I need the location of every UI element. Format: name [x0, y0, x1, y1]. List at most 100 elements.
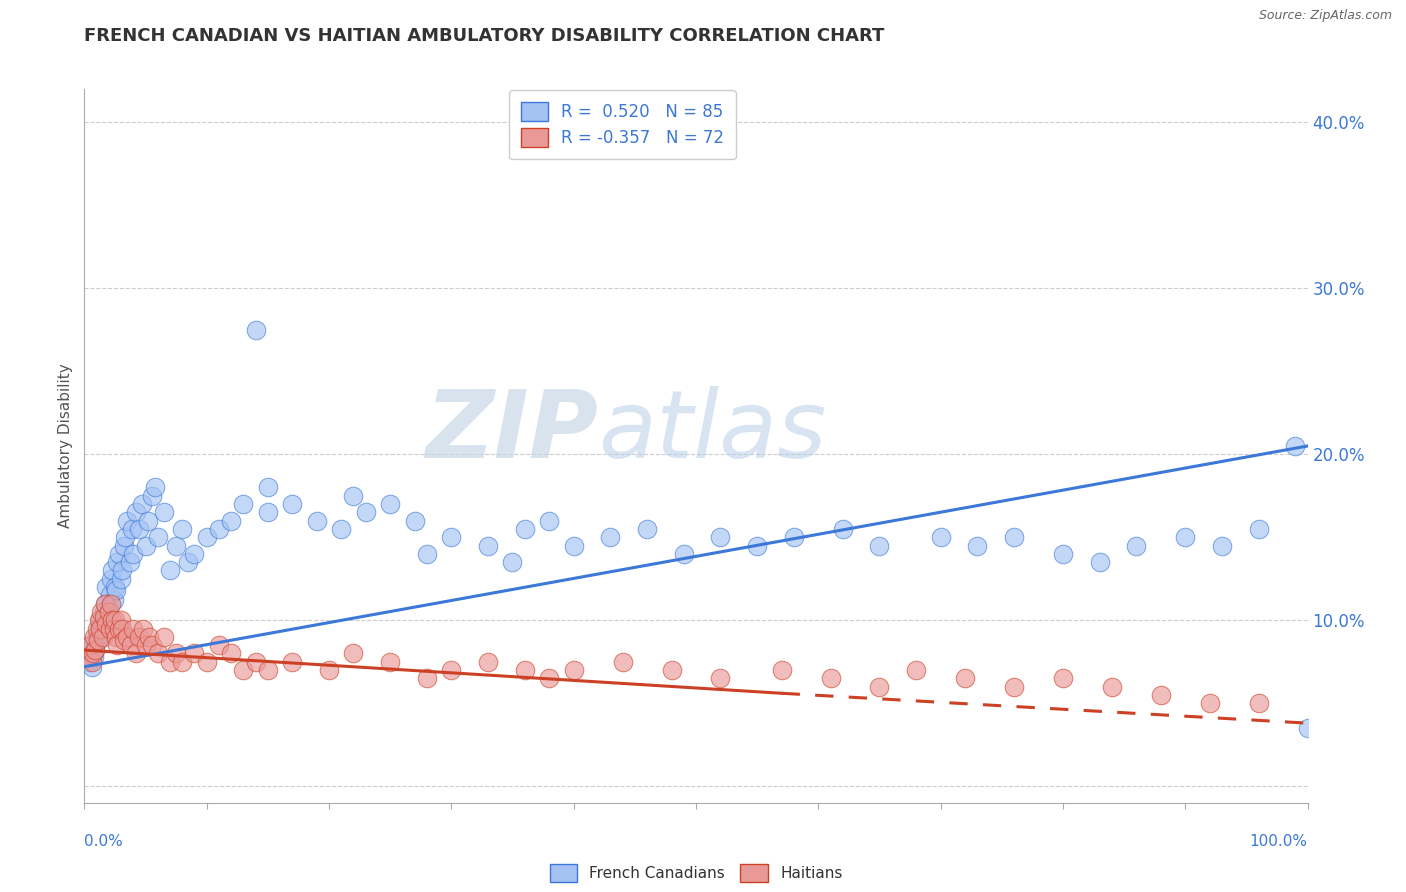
Point: [661, 663, 683, 677]
Point: [138, 630, 160, 644]
Point: [636, 522, 658, 536]
Point: [83, 630, 105, 644]
Point: [79, 638, 101, 652]
Point: [82, 638, 104, 652]
Point: [770, 663, 793, 677]
Point: [562, 663, 585, 677]
Point: [354, 505, 377, 519]
Text: FRENCH CANADIAN VS HAITIAN AMBULATORY DISABILITY CORRELATION CHART: FRENCH CANADIAN VS HAITIAN AMBULATORY DI…: [84, 27, 884, 45]
Point: [146, 530, 169, 544]
Point: [172, 522, 194, 536]
Point: [538, 671, 561, 685]
Point: [929, 530, 952, 544]
Point: [90, 605, 112, 619]
Point: [599, 530, 621, 544]
Point: [97, 605, 120, 619]
Point: [96, 580, 118, 594]
Point: [153, 505, 176, 519]
Point: [128, 630, 150, 644]
Point: [112, 539, 135, 553]
Point: [1247, 522, 1270, 536]
Point: [709, 671, 731, 685]
Point: [107, 622, 129, 636]
Point: [86, 630, 108, 644]
Point: [219, 514, 242, 528]
Point: [141, 489, 163, 503]
Point: [118, 555, 141, 569]
Point: [831, 522, 853, 536]
Point: [440, 530, 463, 544]
Point: [342, 489, 364, 503]
Point: [159, 564, 181, 578]
Point: [80, 655, 103, 669]
Text: 100.0%: 100.0%: [1250, 834, 1308, 849]
Point: [404, 514, 426, 528]
Point: [79, 647, 101, 661]
Point: [1101, 680, 1123, 694]
Point: [477, 539, 499, 553]
Point: [501, 555, 523, 569]
Point: [143, 481, 166, 495]
Point: [110, 613, 132, 627]
Text: atlas: atlas: [598, 386, 827, 477]
Point: [165, 539, 187, 553]
Point: [100, 572, 122, 586]
Point: [136, 514, 159, 528]
Point: [440, 663, 463, 677]
Point: [83, 649, 105, 664]
Point: [77, 655, 100, 669]
Point: [135, 638, 157, 652]
Point: [342, 647, 364, 661]
Point: [232, 497, 254, 511]
Point: [128, 522, 150, 536]
Point: [219, 647, 242, 661]
Point: [905, 663, 928, 677]
Point: [562, 539, 585, 553]
Point: [122, 547, 145, 561]
Point: [538, 514, 561, 528]
Point: [869, 539, 891, 553]
Point: [105, 583, 128, 598]
Point: [100, 597, 122, 611]
Point: [104, 580, 127, 594]
Point: [101, 613, 124, 627]
Point: [87, 622, 110, 636]
Point: [820, 671, 842, 685]
Point: [416, 547, 439, 561]
Point: [1198, 696, 1220, 710]
Point: [77, 649, 100, 664]
Point: [98, 622, 121, 636]
Point: [1247, 696, 1270, 710]
Point: [416, 671, 439, 685]
Point: [1174, 530, 1197, 544]
Point: [111, 564, 134, 578]
Point: [232, 663, 254, 677]
Point: [87, 633, 110, 648]
Point: [966, 539, 988, 553]
Y-axis label: Ambulatory Disability: Ambulatory Disability: [58, 364, 73, 528]
Point: [146, 647, 169, 661]
Point: [89, 613, 111, 627]
Point: [172, 655, 194, 669]
Point: [141, 638, 163, 652]
Point: [159, 655, 181, 669]
Point: [153, 630, 176, 644]
Point: [1052, 671, 1074, 685]
Point: [477, 655, 499, 669]
Point: [183, 647, 205, 661]
Point: [1211, 539, 1233, 553]
Point: [84, 643, 107, 657]
Point: [93, 605, 115, 619]
Point: [612, 655, 634, 669]
Point: [177, 555, 200, 569]
Text: Source: ZipAtlas.com: Source: ZipAtlas.com: [1258, 9, 1392, 22]
Point: [87, 613, 110, 627]
Point: [747, 539, 769, 553]
Point: [709, 530, 731, 544]
Point: [104, 613, 127, 627]
Point: [93, 610, 115, 624]
Point: [281, 497, 304, 511]
Point: [98, 588, 121, 602]
Point: [107, 547, 129, 561]
Point: [111, 622, 134, 636]
